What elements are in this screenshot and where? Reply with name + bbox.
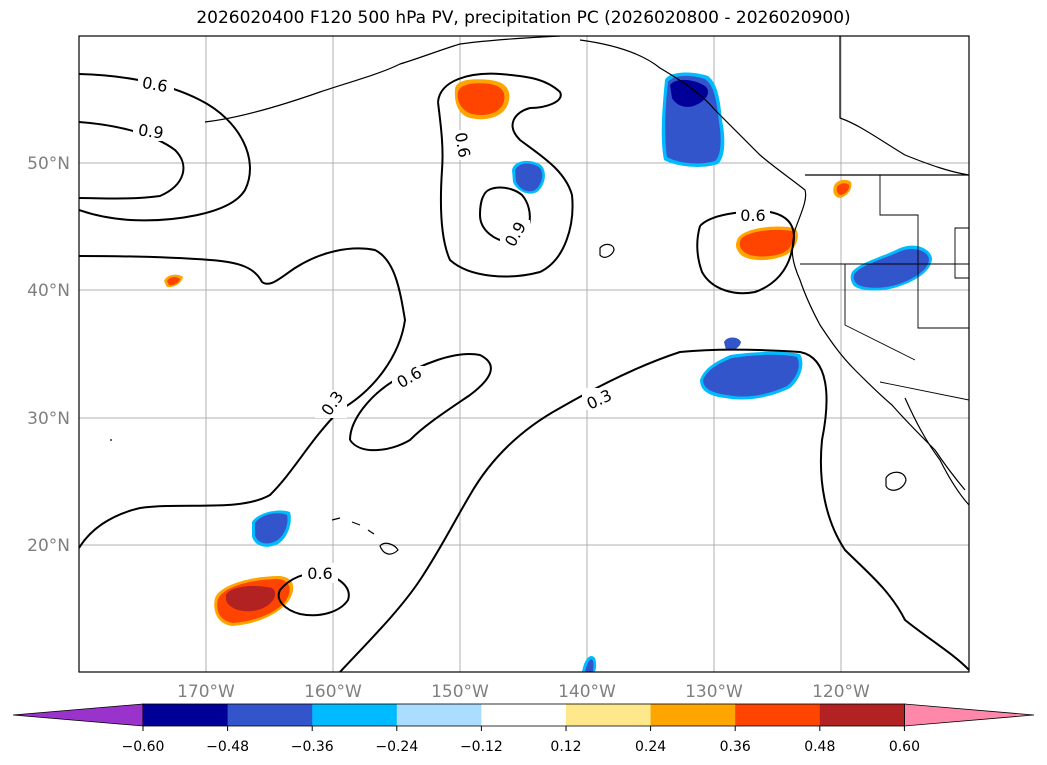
map-title: 2026020400 F120 500 hPa PV, precipitatio… bbox=[196, 8, 851, 28]
contour-nw-09 bbox=[79, 121, 185, 200]
colorbar-bin bbox=[819, 704, 905, 726]
colorbar-bin bbox=[650, 704, 736, 726]
colorbar-tick-label: 0.48 bbox=[804, 739, 835, 755]
colorbar-over-triangle bbox=[904, 703, 1035, 727]
contour-mid-03b bbox=[339, 348, 969, 672]
colorbar-tick-label: −0.12 bbox=[460, 739, 503, 755]
colorbar-tick-label: −0.48 bbox=[206, 739, 249, 755]
map-area bbox=[79, 36, 969, 672]
alaska-coast bbox=[204, 36, 561, 123]
lon-label-150w: 150°W bbox=[431, 682, 489, 702]
precip-shading bbox=[164, 72, 932, 672]
small-island bbox=[599, 243, 615, 258]
lat-axis-labels: 50°N 40°N 30°N 20°N bbox=[27, 154, 70, 556]
lat-label-40n: 40°N bbox=[27, 281, 70, 301]
colorbar-tick-label: 0.12 bbox=[550, 739, 581, 755]
colorbar-tick-label: −0.24 bbox=[375, 739, 418, 755]
guadalupe-island bbox=[885, 471, 907, 491]
colorbar-bin bbox=[481, 704, 567, 726]
colorbar-tick-label: −0.36 bbox=[291, 739, 334, 755]
lat-label-30n: 30°N bbox=[27, 409, 70, 429]
lat-label-50n: 50°N bbox=[27, 154, 70, 174]
colorbar-bin bbox=[735, 704, 821, 726]
us-mexico-border bbox=[879, 381, 969, 401]
contour-label-nw-09: 0.9 bbox=[137, 120, 165, 142]
colorbar-tick-label: 0.36 bbox=[720, 739, 751, 755]
map-frame bbox=[78, 35, 970, 673]
lon-axis-labels: 170°W 160°W 150°W 140°W 130°W 120°W bbox=[177, 682, 870, 702]
colorbar-bin bbox=[227, 704, 313, 726]
canada-border-north bbox=[839, 36, 969, 176]
contour-labels: 0.6 0.9 0.6 0.9 0.6 0.3 0.6 0.3 0.6 bbox=[133, 73, 770, 583]
colorbar: −0.60 −0.48 −0.36 −0.24 −0.12 0.12 0.24 0.36 0.4… bbox=[12, 703, 1035, 755]
colorbar-tick-label: 0.60 bbox=[889, 739, 920, 755]
lon-label-170w: 170°W bbox=[177, 682, 235, 702]
colorbar-bin bbox=[312, 704, 398, 726]
contour-mid-03a bbox=[79, 247, 407, 549]
contour-label-nw-06: 0.6 bbox=[141, 73, 169, 96]
lon-label-120w: 120°W bbox=[812, 682, 870, 702]
contour-label-s-06: 0.6 bbox=[307, 564, 332, 583]
contour-c-06 bbox=[437, 72, 574, 278]
baja-california bbox=[904, 397, 969, 506]
lat-label-20n: 20°N bbox=[27, 536, 70, 556]
colorbar-bin bbox=[143, 704, 229, 726]
lon-label-130w: 130°W bbox=[685, 682, 743, 702]
colorbar-tick-label: −0.60 bbox=[122, 739, 165, 755]
hawaii-islands bbox=[331, 517, 399, 555]
colorbar-frame bbox=[142, 703, 905, 727]
colorbar-bin bbox=[396, 704, 482, 726]
lon-label-140w: 140°W bbox=[558, 682, 616, 702]
graticule bbox=[79, 36, 969, 672]
contour-label-c-06: 0.6 bbox=[451, 131, 474, 159]
colorbar-under-triangle bbox=[12, 703, 144, 727]
contour-label-ne-06: 0.6 bbox=[740, 206, 765, 225]
contour-mid-06 bbox=[349, 353, 492, 452]
colorbar-tick-label: 0.24 bbox=[635, 739, 666, 755]
coastlines bbox=[110, 36, 969, 555]
colorbar-bin bbox=[566, 704, 652, 726]
lon-label-160w: 160°W bbox=[304, 682, 362, 702]
state-borders bbox=[879, 175, 969, 329]
